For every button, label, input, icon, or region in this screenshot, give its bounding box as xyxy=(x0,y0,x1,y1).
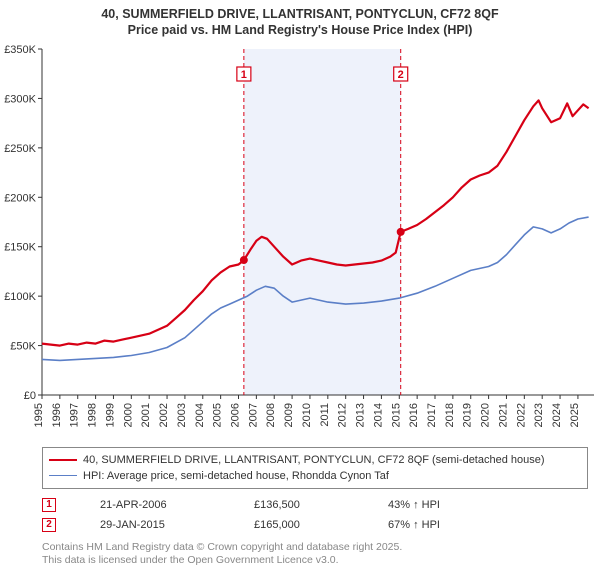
svg-text:2010: 2010 xyxy=(301,403,313,427)
svg-text:2023: 2023 xyxy=(533,403,545,427)
attribution-line-1: Contains HM Land Registry data © Crown c… xyxy=(42,541,588,554)
svg-text:£100K: £100K xyxy=(4,291,36,303)
svg-text:2021: 2021 xyxy=(497,403,509,427)
chart-title: 40, SUMMERFIELD DRIVE, LLANTRISANT, PONT… xyxy=(0,0,600,43)
chart-area: £0 £50K £100K £150K £200K £250K £300K £350K 1995… xyxy=(2,43,598,443)
svg-text:1: 1 xyxy=(241,69,247,81)
legend-item: 40, SUMMERFIELD DRIVE, LLANTRISANT, PONT… xyxy=(49,452,581,468)
svg-text:2020: 2020 xyxy=(480,403,492,427)
sale-delta: 67% ↑ HPI xyxy=(388,519,440,531)
svg-text:2006: 2006 xyxy=(230,403,242,427)
sale-price: £136,500 xyxy=(254,499,344,511)
svg-text:1999: 1999 xyxy=(104,403,116,427)
svg-text:2018: 2018 xyxy=(444,403,456,427)
svg-text:1995: 1995 xyxy=(33,403,45,427)
svg-text:£0: £0 xyxy=(24,390,36,402)
attribution: Contains HM Land Registry data © Crown c… xyxy=(42,541,588,567)
line-chart: £0 £50K £100K £150K £200K £250K £300K £350K 1995… xyxy=(2,43,598,443)
sale-events: 1 21-APR-2006 £136,500 43% ↑ HPI 2 29-JAN-201… xyxy=(42,495,588,535)
title-line-1: 40, SUMMERFIELD DRIVE, LLANTRISANT, PONT… xyxy=(0,6,600,22)
svg-text:2017: 2017 xyxy=(426,403,438,427)
svg-text:£150K: £150K xyxy=(4,241,36,253)
svg-text:2014: 2014 xyxy=(372,403,384,427)
sale-marker: 1 xyxy=(42,498,56,512)
svg-text:2024: 2024 xyxy=(551,403,563,427)
svg-text:£350K: £350K xyxy=(4,44,36,56)
svg-text:2002: 2002 xyxy=(158,403,170,427)
svg-text:2015: 2015 xyxy=(390,403,402,427)
sale-date: 21-APR-2006 xyxy=(100,499,210,511)
title-line-2: Price paid vs. HM Land Registry's House … xyxy=(0,22,600,38)
legend-label: 40, SUMMERFIELD DRIVE, LLANTRISANT, PONT… xyxy=(83,454,545,466)
sale-row: 2 29-JAN-2015 £165,000 67% ↑ HPI xyxy=(42,515,588,535)
svg-text:2013: 2013 xyxy=(355,403,367,427)
svg-text:2019: 2019 xyxy=(462,403,474,427)
legend-swatch xyxy=(49,475,77,476)
sale-price: £165,000 xyxy=(254,519,344,531)
svg-text:2003: 2003 xyxy=(176,403,188,427)
svg-text:2009: 2009 xyxy=(283,403,295,427)
sale-delta: 43% ↑ HPI xyxy=(388,499,440,511)
svg-text:2004: 2004 xyxy=(194,403,206,427)
attribution-line-2: This data is licensed under the Open Gov… xyxy=(42,554,588,567)
svg-text:2011: 2011 xyxy=(319,403,331,427)
svg-text:£50K: £50K xyxy=(10,340,36,352)
svg-text:2001: 2001 xyxy=(140,403,152,427)
svg-text:2025: 2025 xyxy=(569,403,581,427)
legend-item: HPI: Average price, semi-detached house,… xyxy=(49,468,581,484)
sale-row: 1 21-APR-2006 £136,500 43% ↑ HPI xyxy=(42,495,588,515)
svg-text:2016: 2016 xyxy=(408,403,420,427)
legend: 40, SUMMERFIELD DRIVE, LLANTRISANT, PONT… xyxy=(42,447,588,489)
svg-text:£200K: £200K xyxy=(4,192,36,204)
svg-text:1998: 1998 xyxy=(87,403,99,427)
sale-marker: 2 xyxy=(42,518,56,532)
svg-text:2: 2 xyxy=(398,69,404,81)
sale-date: 29-JAN-2015 xyxy=(100,519,210,531)
svg-text:2005: 2005 xyxy=(212,403,224,427)
legend-label: HPI: Average price, semi-detached house,… xyxy=(83,470,389,482)
svg-text:1996: 1996 xyxy=(51,403,63,427)
svg-text:£300K: £300K xyxy=(4,93,36,105)
svg-text:2000: 2000 xyxy=(122,403,134,427)
svg-text:2022: 2022 xyxy=(515,403,527,427)
svg-text:1997: 1997 xyxy=(69,403,81,427)
svg-text:2008: 2008 xyxy=(265,403,277,427)
svg-text:2007: 2007 xyxy=(247,403,259,427)
svg-text:2012: 2012 xyxy=(337,403,349,427)
legend-swatch xyxy=(49,459,77,461)
svg-text:£250K: £250K xyxy=(4,142,36,154)
